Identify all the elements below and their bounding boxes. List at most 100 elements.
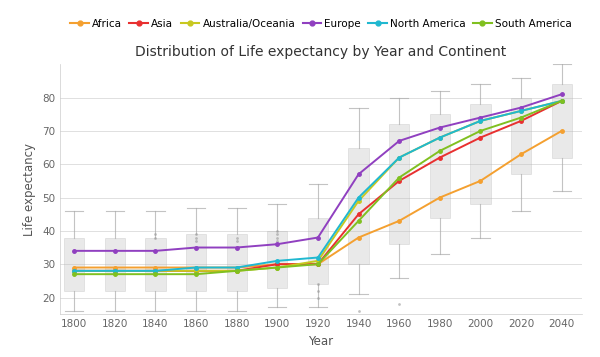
Europe: [193, 245, 200, 250]
Point: [272, 238, 282, 244]
Africa: [233, 265, 241, 270]
South America: [477, 129, 484, 133]
Africa: [71, 265, 78, 270]
South America: [314, 262, 322, 266]
FancyBboxPatch shape: [227, 234, 247, 291]
Point: [191, 231, 201, 237]
Point: [191, 238, 201, 244]
South America: [111, 272, 118, 276]
Asia: [517, 119, 524, 123]
Europe: [233, 245, 241, 250]
Asia: [395, 179, 403, 183]
FancyBboxPatch shape: [267, 231, 287, 287]
South America: [395, 175, 403, 180]
Europe: [71, 249, 78, 253]
X-axis label: Year: Year: [308, 335, 334, 348]
South America: [517, 115, 524, 120]
North America: [111, 269, 118, 273]
North America: [274, 259, 281, 263]
Australia/Oceania: [355, 199, 362, 203]
North America: [436, 135, 443, 140]
Australia/Oceania: [274, 265, 281, 270]
Point: [191, 235, 201, 240]
Point: [272, 231, 282, 237]
Asia: [274, 262, 281, 266]
Point: [313, 288, 323, 294]
Europe: [355, 172, 362, 176]
FancyBboxPatch shape: [145, 237, 166, 291]
South America: [152, 272, 159, 276]
Africa: [395, 219, 403, 223]
Legend: Africa, Asia, Australia/Oceania, Europe, North America, South America: Africa, Asia, Australia/Oceania, Europe,…: [66, 15, 576, 33]
Asia: [314, 262, 322, 266]
Australia/Oceania: [233, 269, 241, 273]
Australia/Oceania: [477, 119, 484, 123]
South America: [193, 272, 200, 276]
Africa: [111, 265, 118, 270]
Point: [232, 238, 242, 244]
Africa: [355, 235, 362, 240]
Europe: [436, 125, 443, 130]
Europe: [152, 249, 159, 253]
Asia: [436, 155, 443, 160]
Point: [354, 308, 364, 314]
Africa: [558, 129, 565, 133]
FancyBboxPatch shape: [349, 147, 369, 264]
FancyBboxPatch shape: [470, 104, 491, 204]
North America: [355, 195, 362, 200]
North America: [193, 265, 200, 270]
Australia/Oceania: [558, 99, 565, 103]
Europe: [395, 139, 403, 143]
Asia: [477, 135, 484, 140]
FancyBboxPatch shape: [64, 237, 85, 291]
Asia: [558, 99, 565, 103]
Europe: [274, 242, 281, 246]
FancyBboxPatch shape: [186, 234, 206, 291]
Line: Australia/Oceania: Australia/Oceania: [73, 99, 563, 273]
South America: [233, 269, 241, 273]
North America: [395, 155, 403, 160]
North America: [477, 119, 484, 123]
Title: Distribution of Life expectancy by Year and Continent: Distribution of Life expectancy by Year …: [136, 45, 506, 59]
Asia: [193, 269, 200, 273]
Australia/Oceania: [395, 155, 403, 160]
Line: Asia: Asia: [73, 99, 563, 273]
North America: [558, 99, 565, 103]
South America: [71, 272, 78, 276]
FancyBboxPatch shape: [389, 124, 409, 244]
Africa: [274, 262, 281, 266]
Europe: [558, 92, 565, 96]
Asia: [111, 269, 118, 273]
Asia: [152, 269, 159, 273]
FancyBboxPatch shape: [308, 217, 328, 284]
Australia/Oceania: [436, 135, 443, 140]
FancyBboxPatch shape: [104, 237, 125, 291]
Africa: [152, 265, 159, 270]
Point: [313, 295, 323, 300]
Point: [313, 281, 323, 287]
Point: [354, 315, 364, 320]
Australia/Oceania: [314, 259, 322, 263]
Africa: [517, 152, 524, 156]
Africa: [314, 262, 322, 266]
Africa: [477, 179, 484, 183]
FancyBboxPatch shape: [430, 114, 450, 217]
Line: South America: South America: [73, 99, 563, 276]
Australia/Oceania: [71, 269, 78, 273]
Asia: [71, 269, 78, 273]
Asia: [233, 269, 241, 273]
Asia: [355, 212, 362, 216]
North America: [517, 109, 524, 113]
Line: Europe: Europe: [73, 92, 563, 253]
South America: [274, 265, 281, 270]
Point: [272, 228, 282, 234]
South America: [436, 149, 443, 153]
North America: [152, 269, 159, 273]
Point: [151, 231, 160, 237]
Line: Africa: Africa: [73, 129, 563, 269]
Point: [232, 235, 242, 240]
North America: [314, 255, 322, 260]
Australia/Oceania: [193, 269, 200, 273]
Europe: [517, 105, 524, 110]
South America: [558, 99, 565, 103]
